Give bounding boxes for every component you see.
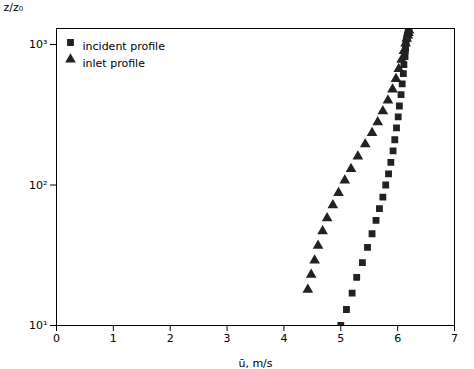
- svg-text:2: 2: [167, 332, 174, 345]
- svg-text:10²: 10²: [29, 179, 47, 192]
- svg-text:incident profile: incident profile: [83, 40, 166, 53]
- svg-text:10¹: 10¹: [29, 319, 47, 332]
- svg-text:1: 1: [110, 332, 117, 345]
- svg-text:0: 0: [53, 332, 60, 345]
- svg-text:z/z₀: z/z₀: [4, 1, 24, 14]
- svg-text:6: 6: [394, 332, 401, 345]
- svg-text:ū, m/s: ū, m/s: [238, 357, 272, 369]
- svg-text:4: 4: [280, 332, 287, 345]
- svg-text:inlet profile: inlet profile: [83, 57, 146, 70]
- svg-text:5: 5: [337, 332, 344, 345]
- svg-text:7: 7: [451, 332, 458, 345]
- svg-text:10³: 10³: [29, 38, 47, 51]
- svg-text:3: 3: [224, 332, 231, 345]
